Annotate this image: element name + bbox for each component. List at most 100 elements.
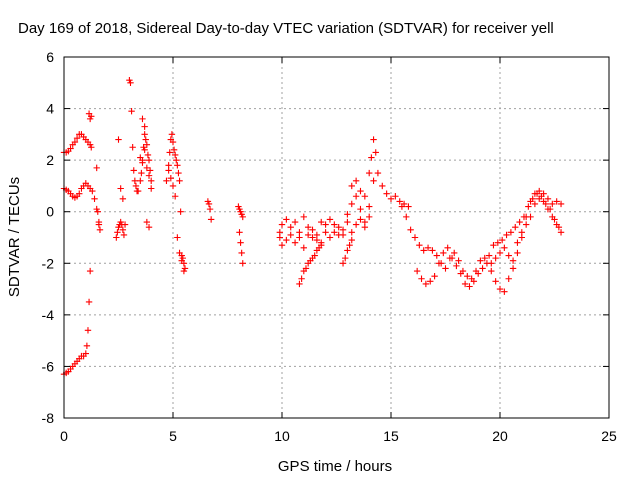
- series-group-3_7: [134, 115, 155, 231]
- data-point: [411, 234, 419, 241]
- y-tick-label: 0: [46, 204, 54, 220]
- data-point: [322, 221, 329, 228]
- series-series-dip-2: [339, 236, 355, 267]
- data-point: [549, 200, 556, 208]
- data-point: [461, 280, 469, 288]
- data-point: [93, 164, 100, 172]
- data-point: [544, 205, 552, 213]
- data-point: [238, 249, 245, 257]
- data-point: [141, 123, 148, 130]
- data-point: [71, 138, 79, 146]
- data-point: [475, 270, 482, 277]
- chart-title: Day 169 of 2018, Sidereal Day-to-day VTE…: [18, 20, 554, 37]
- data-point: [344, 218, 351, 226]
- data-point: [522, 213, 530, 221]
- y-axis-label: SDTVAR / TECUs: [6, 177, 23, 297]
- series-group-5: [163, 131, 188, 275]
- data-point: [169, 182, 177, 190]
- data-point: [283, 236, 290, 244]
- data-point: [239, 260, 246, 267]
- data-point: [481, 254, 488, 262]
- data-point: [146, 167, 154, 174]
- data-point: [236, 229, 243, 236]
- data-point: [488, 267, 495, 275]
- data-point: [88, 113, 95, 120]
- data-point: [180, 260, 188, 267]
- data-point: [514, 249, 521, 257]
- y-tick-label: -8: [42, 410, 55, 426]
- data-point: [143, 164, 151, 172]
- data-point: [527, 198, 534, 205]
- data-point: [387, 195, 395, 203]
- data-point: [420, 247, 427, 254]
- data-point: [525, 203, 532, 210]
- data-point: [431, 272, 438, 280]
- data-point: [171, 193, 179, 200]
- x-tick-label: 15: [383, 428, 399, 444]
- data-point: [448, 254, 456, 262]
- data-point: [291, 239, 299, 246]
- plot-frame: [63, 56, 610, 419]
- data-point: [494, 239, 502, 246]
- data-point: [73, 135, 81, 142]
- data-point: [485, 252, 493, 259]
- data-point: [540, 198, 547, 205]
- data-point: [148, 177, 155, 184]
- data-point: [145, 156, 153, 164]
- data-point: [413, 267, 421, 275]
- data-point: [496, 285, 504, 293]
- data-point: [287, 231, 294, 239]
- data-point: [370, 136, 377, 143]
- series-series-late-c: [488, 187, 565, 267]
- data-point: [544, 195, 552, 203]
- data-point: [85, 298, 93, 306]
- data-point: [522, 221, 530, 228]
- data-point: [488, 260, 495, 267]
- data-point: [131, 177, 139, 184]
- series-series-main-a: [276, 169, 412, 241]
- data-point: [553, 198, 560, 205]
- data-point: [451, 249, 458, 257]
- data-point: [501, 244, 508, 252]
- x-tick-labels: 0 5 10 15 20 25: [60, 428, 617, 444]
- data-point: [509, 257, 517, 264]
- data-point: [407, 226, 414, 233]
- data-point: [509, 265, 517, 272]
- data-point: [398, 203, 406, 210]
- data-point: [304, 231, 312, 239]
- data-point: [167, 174, 175, 182]
- data-point: [276, 234, 284, 241]
- y-tick-label: 4: [46, 101, 54, 117]
- y-tick-label: 6: [46, 49, 54, 65]
- data-point: [117, 185, 124, 192]
- data-point: [348, 236, 355, 244]
- series-series-main-b: [276, 213, 373, 252]
- data-point: [174, 234, 181, 241]
- data-point: [477, 257, 484, 264]
- data-point: [505, 252, 512, 259]
- data-point: [518, 229, 525, 236]
- data-point: [278, 242, 286, 249]
- data-point: [114, 229, 121, 236]
- x-tick-label: 25: [601, 428, 617, 444]
- data-point: [557, 200, 565, 208]
- data-point: [89, 187, 96, 195]
- data-point: [283, 216, 290, 223]
- data-point: [287, 223, 294, 231]
- data-point: [163, 177, 170, 184]
- data-point: [139, 159, 146, 166]
- data-point: [291, 218, 299, 226]
- data-point: [170, 146, 178, 154]
- data-point: [143, 218, 151, 226]
- data-point: [470, 278, 478, 285]
- data-point: [418, 275, 425, 282]
- data-point: [427, 278, 434, 285]
- data-point: [492, 254, 499, 262]
- data-point: [374, 169, 382, 177]
- data-point: [348, 200, 355, 208]
- data-point: [95, 221, 103, 228]
- data-point: [86, 267, 94, 275]
- data-point: [514, 239, 521, 246]
- data-point: [403, 213, 410, 221]
